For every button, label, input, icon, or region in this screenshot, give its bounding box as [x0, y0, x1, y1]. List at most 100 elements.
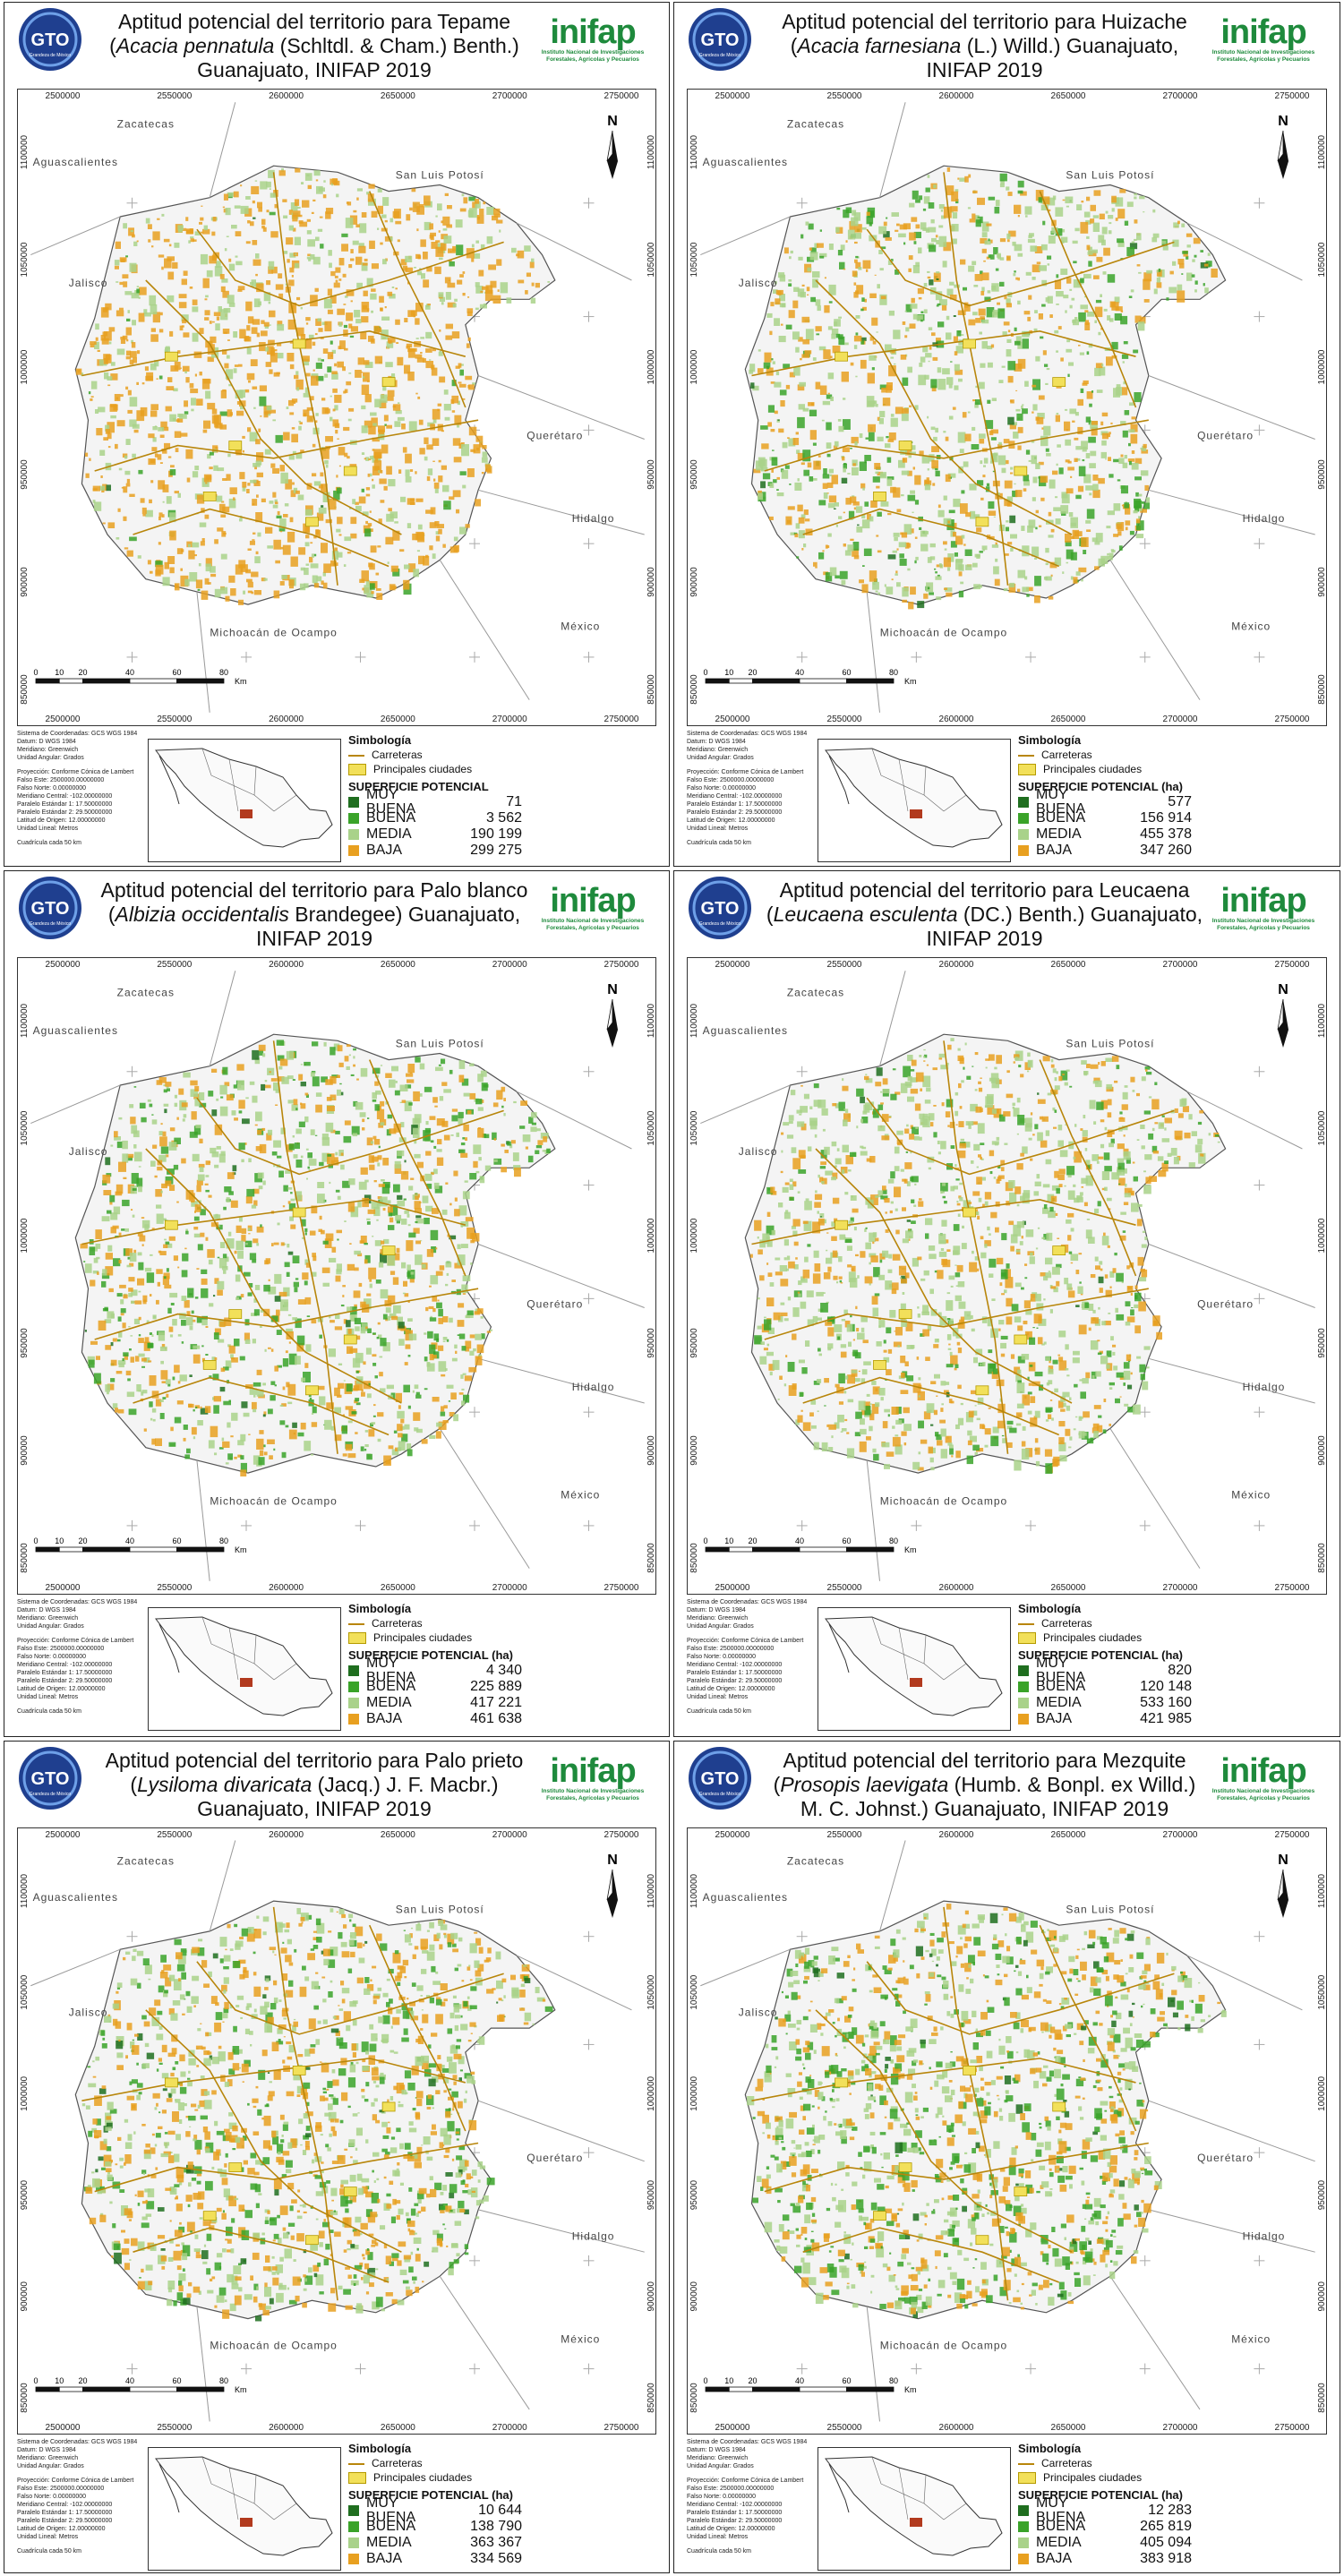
coord-label-x: 2650000	[381, 960, 415, 970]
coord-label-x: 2700000	[1163, 91, 1198, 101]
coord-label-x: 2500000	[46, 960, 81, 970]
place-label-michoacan: Michoacán de Ocampo	[210, 1495, 337, 1508]
coord-label-y: 950000	[1317, 2179, 1327, 2210]
coord-label-y: 900000	[20, 2281, 30, 2312]
coord-label-y: 1000000	[20, 349, 30, 384]
legend-level-1: MUY BUENA 4 340	[348, 1656, 644, 1685]
legend-level-1: MUY BUENA 12 283	[1018, 2496, 1314, 2525]
legend-simbologia: Simbología Carreteras Principales ciudades…	[348, 733, 644, 859]
inifap-logo: inifap Instituto Nacional de Investigaci…	[1211, 1752, 1315, 1801]
coord-label-y: 1000000	[1317, 1218, 1327, 1253]
city-marker	[228, 2162, 243, 2172]
scale-tick-label: 60	[172, 668, 181, 677]
city-marker	[873, 2211, 886, 2221]
coord-label-y: 1100000	[689, 1873, 699, 1908]
scale-bar: 0 10 20 40 60 80 Km	[33, 1536, 246, 1554]
place-label-jalisco: Jalisco	[69, 277, 108, 289]
coord-label-y: 950000	[20, 2179, 30, 2210]
legend-level-3: MEDIA 533 160	[1018, 1695, 1314, 1711]
scale-tick-label: 60	[842, 668, 851, 677]
city-marker	[228, 441, 243, 451]
svg-text:GTO: GTO	[701, 899, 740, 919]
coord-label-x: 2500000	[46, 1830, 81, 1840]
city-marker	[1052, 2101, 1066, 2112]
place-label-mexico: México	[1231, 2333, 1271, 2346]
coord-label-x: 2550000	[157, 91, 192, 101]
city-marker	[835, 351, 849, 362]
coord-label-x: 2700000	[492, 2423, 527, 2433]
coord-label-x: 2600000	[939, 91, 974, 101]
guanajuato-highlight	[240, 2518, 253, 2527]
suitability-map: 2500000 2500000 2550000 2550000 2600000 26000…	[20, 91, 656, 724]
city-marker	[343, 466, 357, 476]
coord-label-y: 1000000	[646, 349, 656, 384]
panel-header: GTO Grandeza de México Aptitud potencial…	[4, 3, 669, 83]
scale-tick-label: 10	[724, 668, 733, 677]
scale-tick-label: 10	[724, 1536, 733, 1545]
coord-label-x: 2750000	[1275, 1583, 1310, 1593]
inifap-logo: inifap Instituto Nacional de Investigaci…	[541, 882, 645, 931]
guanajuato-highlight	[910, 809, 922, 818]
city-marker	[381, 2101, 396, 2112]
city-marker	[381, 377, 396, 388]
suitability-patches	[749, 1038, 1220, 1474]
coord-label-y: 1000000	[646, 1218, 656, 1253]
location-inset-map	[148, 1607, 341, 1731]
gto-logo: GTO Grandeza de México	[19, 1747, 81, 1810]
projection-info: Sistema de Coordenadas: GCS WGS 1984 Datu…	[17, 1599, 138, 1715]
coord-label-x: 2500000	[46, 2423, 81, 2433]
place-label-jalisco: Jalisco	[739, 2007, 778, 2019]
legend-cities: Principales ciudades	[1018, 762, 1314, 776]
coord-label-y: 850000	[689, 1543, 699, 1573]
panel-header: GTO Grandeza de México Aptitud potencial…	[674, 3, 1340, 83]
legend-title: Simbología	[348, 2442, 412, 2455]
map-frame: 2500000 2500000 2550000 2550000 2600000 26000…	[17, 957, 656, 1595]
place-label-queretaro: Querétaro	[1197, 1298, 1254, 1311]
coord-label-x: 2500000	[715, 2423, 750, 2433]
legend-level-4: BAJA 299 275	[348, 843, 644, 859]
city-marker	[963, 1207, 977, 1218]
coord-label-x: 2550000	[157, 2423, 192, 2433]
legend-level-4: BAJA 347 260	[1018, 843, 1314, 859]
projection-info: Sistema de Coordenadas: GCS WGS 1984 Datu…	[687, 2439, 808, 2555]
scale-tick-label: 0	[703, 1536, 707, 1545]
map-frame: 2500000 2500000 2550000 2550000 2600000 26000…	[17, 89, 656, 726]
coord-label-y: 900000	[689, 2281, 699, 2312]
coord-label-y: 1100000	[689, 1003, 699, 1038]
mexico-inset	[155, 2456, 333, 2556]
scale-bar: 0 10 20 40 60 80 Km	[703, 668, 916, 686]
scale-tick-label: 40	[795, 668, 804, 677]
superficie-heading: SUPERFICIE POTENCIAL (ha)	[1018, 780, 1183, 793]
coord-label-x: 2750000	[604, 1583, 639, 1593]
coord-label-x: 2700000	[1163, 2423, 1198, 2433]
coord-label-x: 2700000	[1163, 715, 1198, 724]
panel-header: GTO Grandeza de México Aptitud potencial…	[4, 1742, 669, 1822]
coord-label-x: 2650000	[381, 1830, 415, 1840]
coord-label-x: 2600000	[939, 715, 974, 724]
place-label-jalisco: Jalisco	[69, 2007, 108, 2019]
coord-label-x: 2750000	[1275, 715, 1310, 724]
legend-level-3: MEDIA 190 199	[348, 826, 644, 843]
coord-label-x: 2600000	[939, 1830, 974, 1840]
coord-label-y: 950000	[689, 1328, 699, 1358]
scale-tick-label: 60	[842, 1536, 851, 1545]
scale-tick-label: 10	[55, 2376, 64, 2385]
city-marker	[835, 1220, 849, 1230]
coord-label-y: 1000000	[689, 2075, 699, 2110]
place-label-slp: San Luis Potosí	[396, 1037, 484, 1049]
inifap-logo: inifap Instituto Nacional de Investigaci…	[541, 1752, 645, 1801]
place-label-zacatecas: Zacatecas	[787, 987, 844, 999]
mexico-inset	[155, 748, 333, 848]
coord-label-x: 2500000	[715, 715, 750, 724]
coord-label-y: 1050000	[1317, 1110, 1327, 1145]
city-marker	[305, 517, 319, 527]
svg-text:N: N	[1278, 114, 1288, 129]
coord-label-x: 2600000	[269, 2423, 304, 2433]
gto-logo: GTO Grandeza de México	[689, 8, 751, 71]
place-label-michoacan: Michoacán de Ocampo	[210, 2339, 337, 2351]
guanajuato-highlight	[240, 809, 253, 818]
suitability-patches	[749, 167, 1218, 610]
legend-area: Sistema de Coordenadas: GCS WGS 1984 Datu…	[4, 1598, 669, 1733]
species-name: Prosopis laevigata	[780, 1773, 949, 1796]
suitability-map: 2500000 2500000 2550000 2550000 2600000 26000…	[689, 960, 1327, 1593]
